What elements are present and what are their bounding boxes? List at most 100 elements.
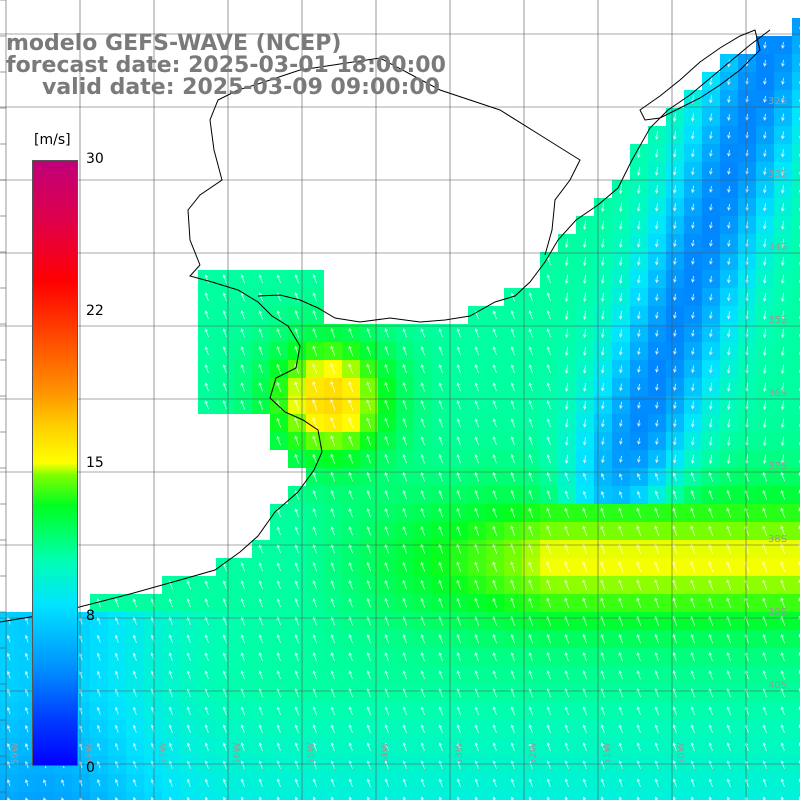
wind-arrow [240, 778, 245, 787]
wind-arrow [204, 310, 209, 320]
wind-arrow [691, 365, 695, 374]
wind-cell [792, 252, 800, 270]
wind-cell [792, 216, 800, 234]
wind-arrow [655, 275, 659, 284]
wind-arrow [330, 380, 336, 393]
wind-arrow [762, 724, 767, 734]
wind-arrow [763, 256, 767, 266]
wind-arrow [744, 400, 749, 411]
wind-arrow [96, 652, 101, 661]
colorbar-tick-15: 15 [86, 455, 104, 471]
wind-cell [522, 792, 540, 800]
wind-arrow [294, 508, 299, 518]
wind-arrow [132, 742, 137, 751]
wind-arrow [474, 471, 479, 482]
wind-arrow [709, 167, 713, 175]
wind-arrow [474, 778, 479, 787]
wind-arrow [690, 579, 696, 591]
wind-arrow [510, 418, 515, 428]
wind-arrow [438, 328, 443, 338]
wind-arrow [618, 597, 624, 608]
wind-arrow [132, 634, 137, 643]
wind-arrow [762, 670, 767, 680]
wind-arrow [727, 95, 731, 104]
wind-arrow [294, 598, 299, 608]
wind-arrow [6, 652, 11, 661]
wind-arrow [780, 364, 785, 375]
wind-arrow [546, 310, 551, 320]
wind-arrow [25, 743, 29, 751]
wind-arrow [492, 364, 497, 374]
wind-arrow [781, 77, 785, 86]
wind-cell [0, 792, 18, 800]
wind-arrow [186, 706, 191, 716]
wind-arrow [456, 760, 461, 770]
wind-arrow [276, 598, 281, 608]
wind-arrow [240, 328, 245, 338]
wind-arrow [25, 779, 29, 787]
wind-arrow [672, 724, 677, 734]
wind-arrow [312, 760, 317, 770]
wind-arrow [763, 113, 767, 121]
wind-arrow [727, 185, 731, 193]
wind-arrow [43, 779, 47, 787]
wind-arrow [763, 95, 767, 103]
wind-arrow [708, 579, 714, 591]
wind-arrow [762, 346, 767, 357]
wind-arrow [330, 706, 335, 716]
wind-arrow [492, 328, 497, 338]
wind-arrow [673, 383, 677, 392]
wind-arrow [366, 507, 371, 518]
wind-arrow [708, 760, 713, 770]
wind-arrow [222, 778, 227, 787]
wind-arrow [528, 328, 533, 338]
wind-arrow [258, 760, 263, 770]
wind-arrow [492, 436, 497, 446]
wind-arrow [330, 489, 335, 500]
wind-arrow [564, 579, 570, 591]
wind-arrow [492, 760, 497, 770]
wind-arrow [204, 598, 209, 608]
wind-arrow [204, 778, 209, 787]
wind-arrow [546, 364, 551, 374]
wind-arrow [276, 778, 281, 787]
wind-arrow [348, 381, 354, 393]
wind-arrow [420, 507, 425, 518]
wind-arrow [402, 346, 407, 356]
longitude-label: 56W [232, 742, 243, 765]
wind-cell [792, 468, 800, 486]
wind-cell [792, 738, 800, 756]
wind-arrow [294, 742, 299, 752]
wind-arrow [168, 634, 173, 644]
wind-cell [792, 342, 800, 360]
wind-cell [792, 144, 800, 162]
wind-arrow [276, 274, 281, 284]
wind-arrow [222, 598, 227, 608]
wind-arrow [366, 652, 371, 662]
wind-cell [72, 792, 90, 800]
wind-cell [216, 792, 234, 800]
wind-arrow [762, 454, 767, 465]
wind-arrow [709, 383, 713, 392]
wind-arrow [510, 346, 515, 356]
wind-arrow [655, 455, 659, 464]
wind-arrow [618, 561, 624, 573]
title-model: modelo GEFS-WAVE (NCEP) [6, 31, 342, 56]
wind-arrow [763, 149, 767, 158]
wind-arrow [438, 472, 443, 482]
wind-arrow [780, 382, 785, 393]
wind-arrow [402, 363, 407, 374]
wind-arrow [780, 418, 785, 429]
wind-arrow [384, 471, 389, 482]
wind-arrow [564, 670, 569, 680]
wind-arrow [780, 724, 785, 734]
latitude-label: 34S [768, 242, 787, 253]
wind-arrow [366, 489, 371, 500]
wind-arrow [762, 471, 767, 482]
wind-arrow [294, 327, 299, 338]
wind-arrow [690, 561, 696, 573]
wind-arrow [276, 363, 282, 374]
wind-arrow [276, 526, 281, 536]
wind-arrow [780, 238, 785, 248]
wind-arrow [456, 706, 461, 716]
